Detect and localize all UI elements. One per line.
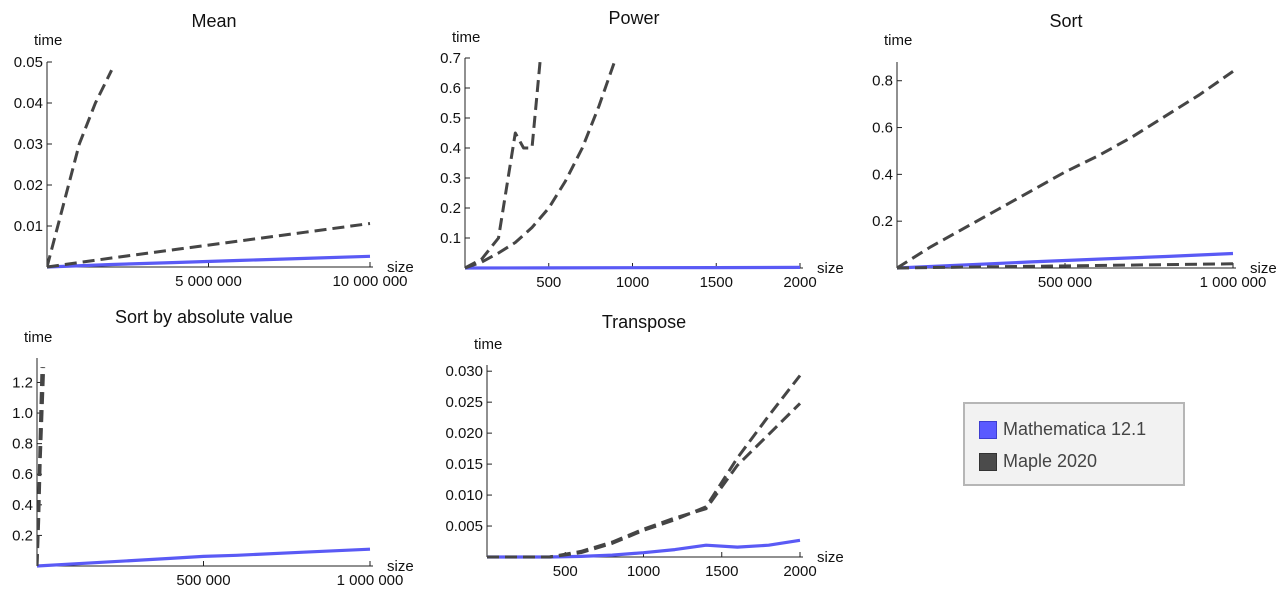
x-tick-label: 1500 <box>705 563 738 580</box>
x-tick-label: 1 000 000 <box>337 572 404 589</box>
y-tick-label: 0.05 <box>14 54 43 71</box>
x-tick-label: 2000 <box>783 274 816 291</box>
legend-label-mathematica: Mathematica 12.1 <box>1003 419 1147 439</box>
y-tick-label: 0.020 <box>445 425 483 442</box>
y-tick-label: 1.2 <box>12 374 33 391</box>
legend-item-maple: Maple 2020 <box>979 451 1097 472</box>
y-tick-label: 0.8 <box>872 73 893 90</box>
chart-panel-4: Sort by absolute value time size 0.2 0.4 0.6 0… <box>12 307 414 589</box>
series-line-mathematica <box>465 265 801 270</box>
y-tick-label: 0.2 <box>440 200 461 217</box>
y-tick-label: 0.2 <box>12 527 33 544</box>
series-line-maple-1 <box>487 402 802 559</box>
y-tick-label: 0.015 <box>445 456 483 473</box>
series-line-maple-1 <box>47 222 371 269</box>
series-line-mathematica <box>897 251 1234 270</box>
x-tick-label: 10 000 000 <box>332 273 407 290</box>
y-tick-label: 0.3 <box>440 170 461 187</box>
series-line-maple-2 <box>897 70 1234 270</box>
series-line-maple-1 <box>897 262 1234 270</box>
x-tick-label: 500 000 <box>176 572 230 589</box>
x-tick-label: 500 <box>536 274 561 291</box>
chart-panel-2: Power time size 0.1 0.2 0.3 0.4 0.5 0.6 0.7 500 100… <box>440 8 844 291</box>
x-axis-label: size <box>817 260 844 277</box>
x-tick-label: 500 <box>553 563 578 580</box>
x-axis-label: size <box>817 549 844 566</box>
chart-panel-1: Mean time size 0.01 0.02 0.03 0.04 0.05 5 000 00… <box>14 11 414 290</box>
series-line-mathematica <box>47 254 371 269</box>
x-axis-label: size <box>387 558 414 575</box>
chart-panel-5: Transpose time size 0.005 0.010 0.015 0.020 0.0… <box>445 312 843 580</box>
y-tick-label: 0.025 <box>445 394 483 411</box>
y-tick-label: 1.0 <box>12 405 33 422</box>
y-tick-label: 0.1 <box>440 230 461 247</box>
series-line-maple-1 <box>465 57 618 270</box>
y-axis-label: time <box>24 329 52 346</box>
series-line-maple-2 <box>465 57 542 270</box>
y-tick-label: 0.7 <box>440 50 461 67</box>
chart-title: Mean <box>191 11 236 31</box>
legend-label-maple: Maple 2020 <box>1003 451 1098 471</box>
y-tick-label: 0.02 <box>14 177 43 194</box>
y-axis-label: time <box>474 336 502 353</box>
legend: Mathematica 12.1 Maple 2020 <box>963 402 1185 486</box>
chart-title: Transpose <box>602 312 686 332</box>
y-tick-label: 0.6 <box>12 466 33 483</box>
chart-title: Sort by absolute value <box>115 307 293 327</box>
y-tick-label: 0.4 <box>12 497 33 514</box>
chart-title: Sort <box>1049 11 1082 31</box>
x-tick-label: 1000 <box>627 563 660 580</box>
series-line-maple-2 <box>487 374 802 559</box>
y-tick-label: 0.6 <box>440 80 461 97</box>
x-tick-label: 1 000 000 <box>1200 274 1267 291</box>
series-line-maple-2 <box>37 367 44 567</box>
y-tick-label: 0.4 <box>440 140 461 157</box>
x-tick-label: 5 000 000 <box>175 273 242 290</box>
chart-panel-3: Sort time size 0.2 0.4 0.6 0.8 500 000 1 000 000 <box>872 11 1277 291</box>
y-tick-label: 0.04 <box>14 95 43 112</box>
x-tick-label: 1500 <box>700 274 733 291</box>
y-axis-label: time <box>884 32 912 49</box>
y-tick-label: 0.010 <box>445 487 483 504</box>
y-tick-label: 0.8 <box>12 436 33 453</box>
series-line-maple-2 <box>47 69 113 268</box>
y-tick-label: 0.03 <box>14 136 43 153</box>
legend-swatch-mathematica <box>979 420 997 439</box>
x-tick-label: 500 000 <box>1038 274 1092 291</box>
y-tick-label: 0.5 <box>440 110 461 127</box>
series-line-mathematica <box>487 538 801 559</box>
y-tick-label: 0.4 <box>872 166 893 183</box>
y-tick-label: 0.2 <box>872 213 893 230</box>
legend-swatch-maple <box>979 452 997 471</box>
y-tick-label: 0.005 <box>445 518 483 535</box>
y-axis-label: time <box>34 32 62 49</box>
y-axis-label: time <box>452 29 480 46</box>
y-tick-label: 0.030 <box>445 363 483 380</box>
x-tick-label: 1000 <box>616 274 649 291</box>
x-axis-label: size <box>1250 260 1277 277</box>
chart-title: Power <box>608 8 659 28</box>
y-tick-label: 0.01 <box>14 218 43 235</box>
series-line-mathematica <box>37 547 371 568</box>
legend-item-mathematica: Mathematica 12.1 <box>979 419 1146 440</box>
y-tick-label: 0.6 <box>872 120 893 137</box>
x-axis-label: size <box>387 259 414 276</box>
x-tick-label: 2000 <box>783 563 816 580</box>
